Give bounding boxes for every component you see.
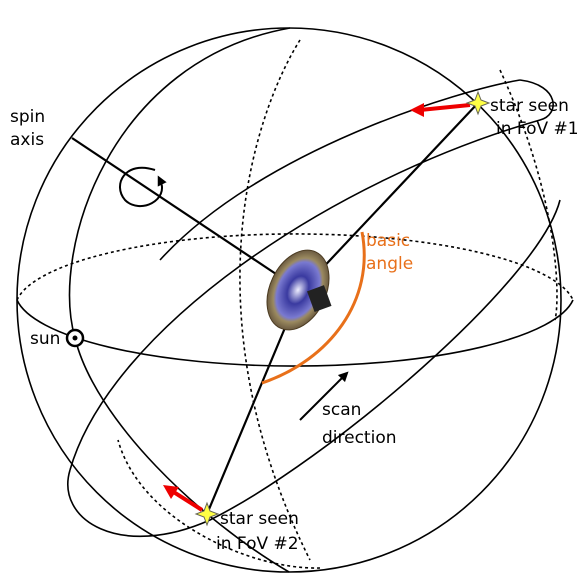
label: in FoV #1 — [496, 119, 578, 139]
label: in FoV #2 — [216, 534, 299, 554]
line-of-sight-1 — [299, 102, 479, 293]
scan-arrow — [299, 371, 349, 421]
dashed-circle-bottom — [117, 439, 321, 569]
rotation-arrow — [119, 166, 167, 207]
label: axis — [10, 130, 44, 150]
red-arrow-2 — [170, 489, 204, 512]
scan-circle-upper — [159, 79, 521, 261]
label: spin — [10, 107, 45, 127]
label: scan — [322, 400, 361, 420]
scan-circle-lower — [67, 199, 561, 537]
meridian — [68, 27, 291, 573]
red-arrow-1-head — [410, 103, 424, 117]
star-2 — [194, 501, 220, 527]
spacecraft — [266, 249, 330, 331]
equator-front — [16, 299, 574, 367]
sun-dot — [72, 335, 78, 341]
basic-angle-arc — [261, 231, 366, 385]
scan-circle-front — [69, 79, 554, 471]
dashed-circle — [239, 39, 311, 561]
red-arrow-2-head — [163, 485, 179, 499]
spacecraft-body — [307, 285, 332, 313]
label: sun — [30, 329, 60, 349]
spin-axis-line — [71, 137, 301, 291]
red-arrow-1 — [419, 103, 471, 112]
label: angle — [366, 254, 413, 274]
star-1 — [465, 90, 491, 116]
dashed-circle-right — [499, 69, 558, 321]
label: star seen — [220, 509, 299, 529]
label: star seen — [490, 96, 569, 116]
label: basic — [366, 231, 410, 251]
label: direction — [322, 428, 397, 448]
